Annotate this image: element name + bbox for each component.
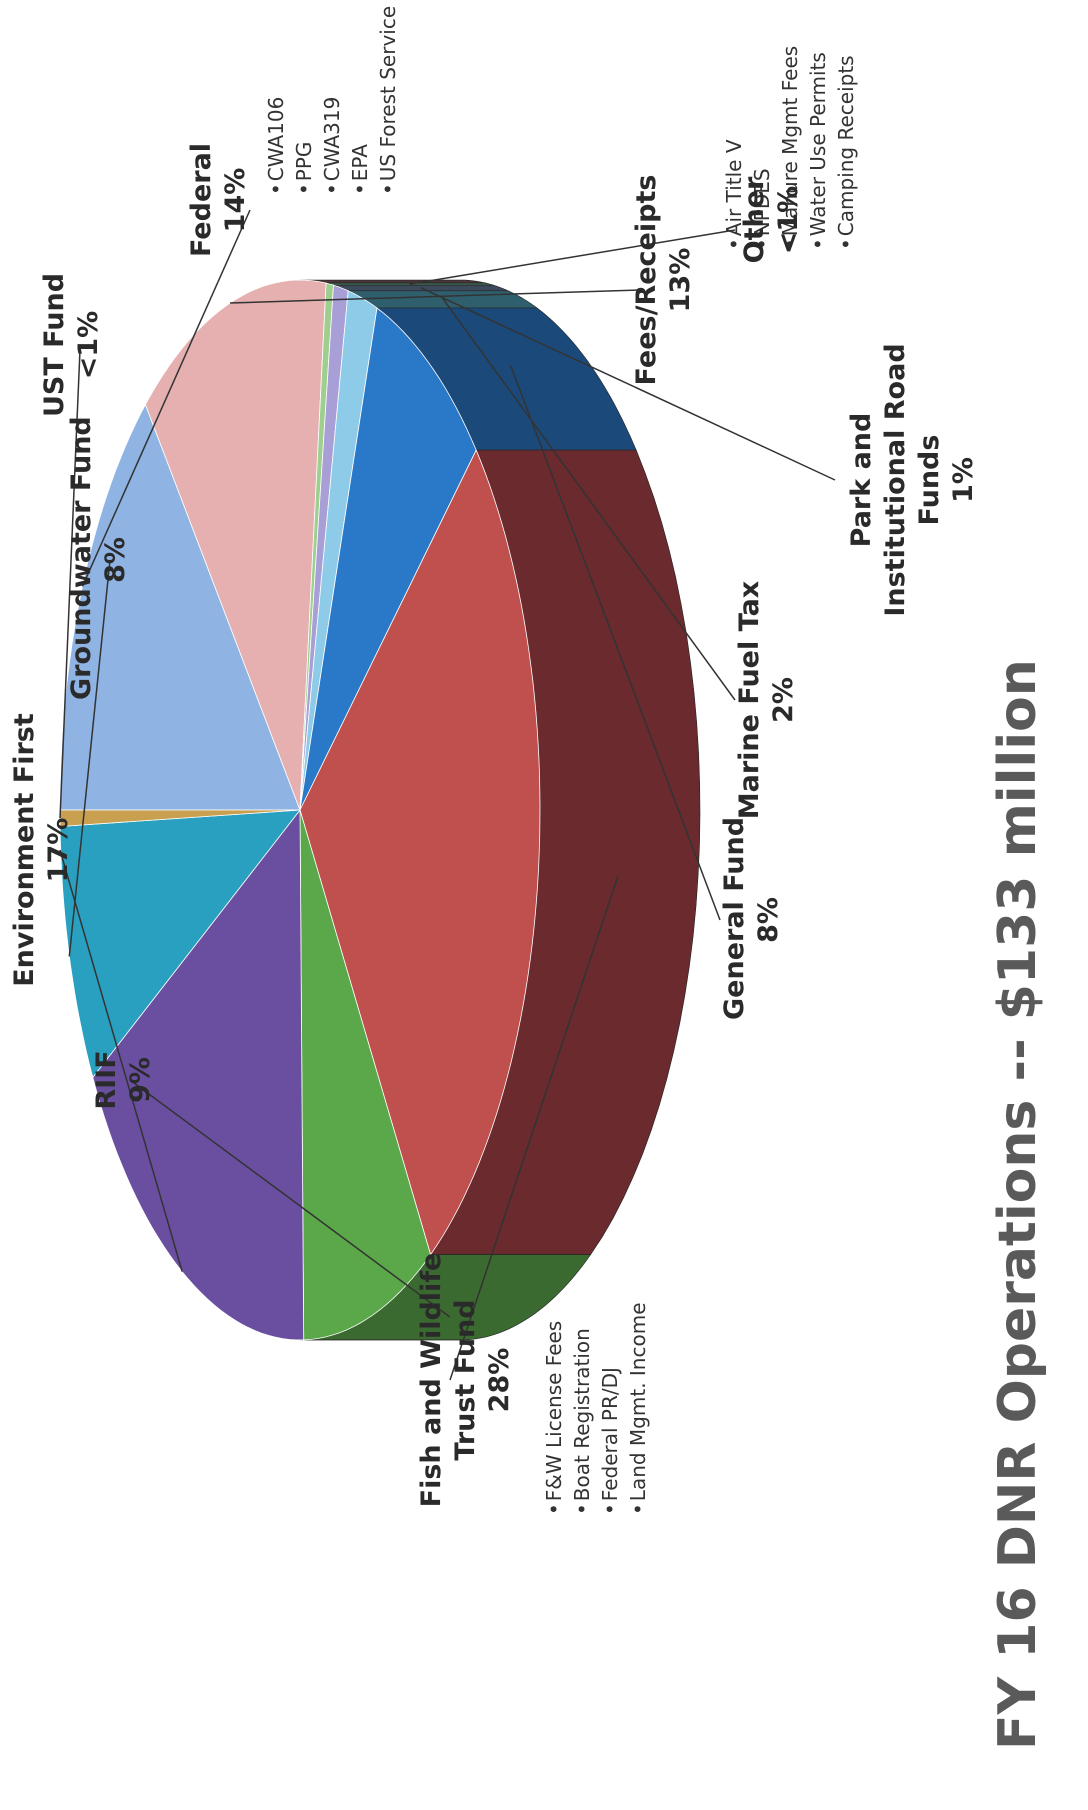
label-marine-fuel-tax: Marine Fuel Tax 2% bbox=[733, 570, 801, 830]
fish-wildlife-note: Boat Registration bbox=[568, 1302, 596, 1515]
label-fees-receipts-name: Fees/Receipts bbox=[631, 174, 662, 386]
label-federal: Federal 14% bbox=[185, 135, 253, 265]
pie-side-1 bbox=[300, 279, 487, 284]
label-fish-wildlife: Fish and Wildlife Trust Fund 28% bbox=[415, 1250, 517, 1510]
label-fees-receipts-pct: 13% bbox=[665, 247, 696, 313]
pie-slice-riif bbox=[299, 809, 432, 1341]
label-groundwater-fund: Groundwater Fund 8% bbox=[65, 416, 133, 700]
label-federal-name: Federal bbox=[186, 142, 217, 258]
label-other-pct: <1% bbox=[773, 185, 804, 255]
label-fish-wildlife-pct: 28% bbox=[484, 1347, 515, 1413]
federal-note: CWA106 bbox=[262, 6, 290, 195]
label-riif-name: RIIF bbox=[91, 1050, 122, 1110]
leader-line-2 bbox=[409, 229, 736, 285]
leader-line-8 bbox=[59, 849, 183, 1272]
label-fish-wildlife-name: Fish and Wildlife Trust Fund bbox=[416, 1252, 481, 1508]
label-environment-first-name: Environment First bbox=[9, 713, 40, 987]
label-fees-receipts: Fees/Receipts 13% bbox=[630, 160, 698, 400]
leader-line-10 bbox=[59, 349, 81, 819]
leader-line-3 bbox=[420, 287, 836, 481]
label-park-road-funds-pct: 1% bbox=[948, 457, 979, 503]
label-marine-fuel-tax-pct: 2% bbox=[768, 677, 799, 723]
label-environment-first-pct: 17% bbox=[43, 817, 74, 883]
federal-note: CWA319 bbox=[318, 6, 346, 195]
label-marine-fuel-tax-name: Marine Fuel Tax bbox=[734, 580, 765, 820]
pie-top-faces bbox=[59, 279, 541, 1341]
fish-wildlife-note: Federal PR/DJ bbox=[596, 1302, 624, 1515]
federal-notes: CWA106 PPG CWA319 EPA US Forest Service bbox=[262, 6, 402, 195]
label-other: Other <1% bbox=[738, 150, 806, 290]
label-groundwater-fund-name: Groundwater Fund bbox=[66, 416, 97, 700]
leader-line-7 bbox=[129, 1079, 451, 1318]
label-riif-pct: 9% bbox=[125, 1057, 156, 1103]
pie-slice-groundwater-fund bbox=[59, 809, 301, 1079]
label-federal-pct: 14% bbox=[220, 167, 251, 233]
federal-note: US Forest Service bbox=[374, 6, 402, 195]
leader-line-1 bbox=[230, 289, 641, 304]
leader-line-5 bbox=[509, 365, 721, 921]
label-ust-fund: UST Fund <1% bbox=[38, 265, 106, 425]
label-park-road-funds: Park and Institutional Road Funds 1% bbox=[845, 320, 981, 640]
label-general-fund-pct: 8% bbox=[753, 897, 784, 943]
leader-line-4 bbox=[442, 297, 736, 701]
pie-slice-general-fund bbox=[299, 307, 477, 811]
label-groundwater-fund-pct: 8% bbox=[100, 537, 131, 583]
fish-wildlife-notes: F&W License Fees Boat Registration Feder… bbox=[540, 1302, 652, 1515]
pie-slice-fish-and-wildlife-trust-fund bbox=[299, 449, 541, 1256]
pie-side-walls bbox=[300, 279, 701, 1341]
federal-note: EPA bbox=[346, 6, 374, 195]
leader-line-9 bbox=[68, 559, 111, 957]
fees-receipts-note: Water Use Permits bbox=[804, 46, 832, 250]
label-park-road-funds-name: Park and Institutional Road Funds bbox=[846, 343, 945, 617]
leader-lines bbox=[59, 209, 836, 1381]
label-general-fund-name: General Fund bbox=[719, 816, 750, 1020]
fish-wildlife-note: Land Mgmt. Income bbox=[624, 1302, 652, 1515]
label-general-fund: General Fund 8% bbox=[718, 816, 786, 1020]
leader-line-0 bbox=[81, 209, 251, 587]
fish-wildlife-note: F&W License Fees bbox=[540, 1302, 568, 1515]
leader-line-6 bbox=[449, 875, 619, 1381]
label-ust-fund-name: UST Fund bbox=[39, 272, 70, 418]
label-riif: RIIF 9% bbox=[90, 1030, 158, 1130]
chart-title: FY 16 DNR Operations -- $133 million bbox=[988, 659, 1048, 1750]
federal-note: PPG bbox=[290, 6, 318, 195]
fees-receipts-note: Camping Receipts bbox=[832, 46, 860, 250]
label-ust-fund-pct: <1% bbox=[73, 310, 104, 380]
label-other-name: Other bbox=[739, 176, 770, 264]
label-environment-first: Environment First 17% bbox=[8, 710, 76, 990]
